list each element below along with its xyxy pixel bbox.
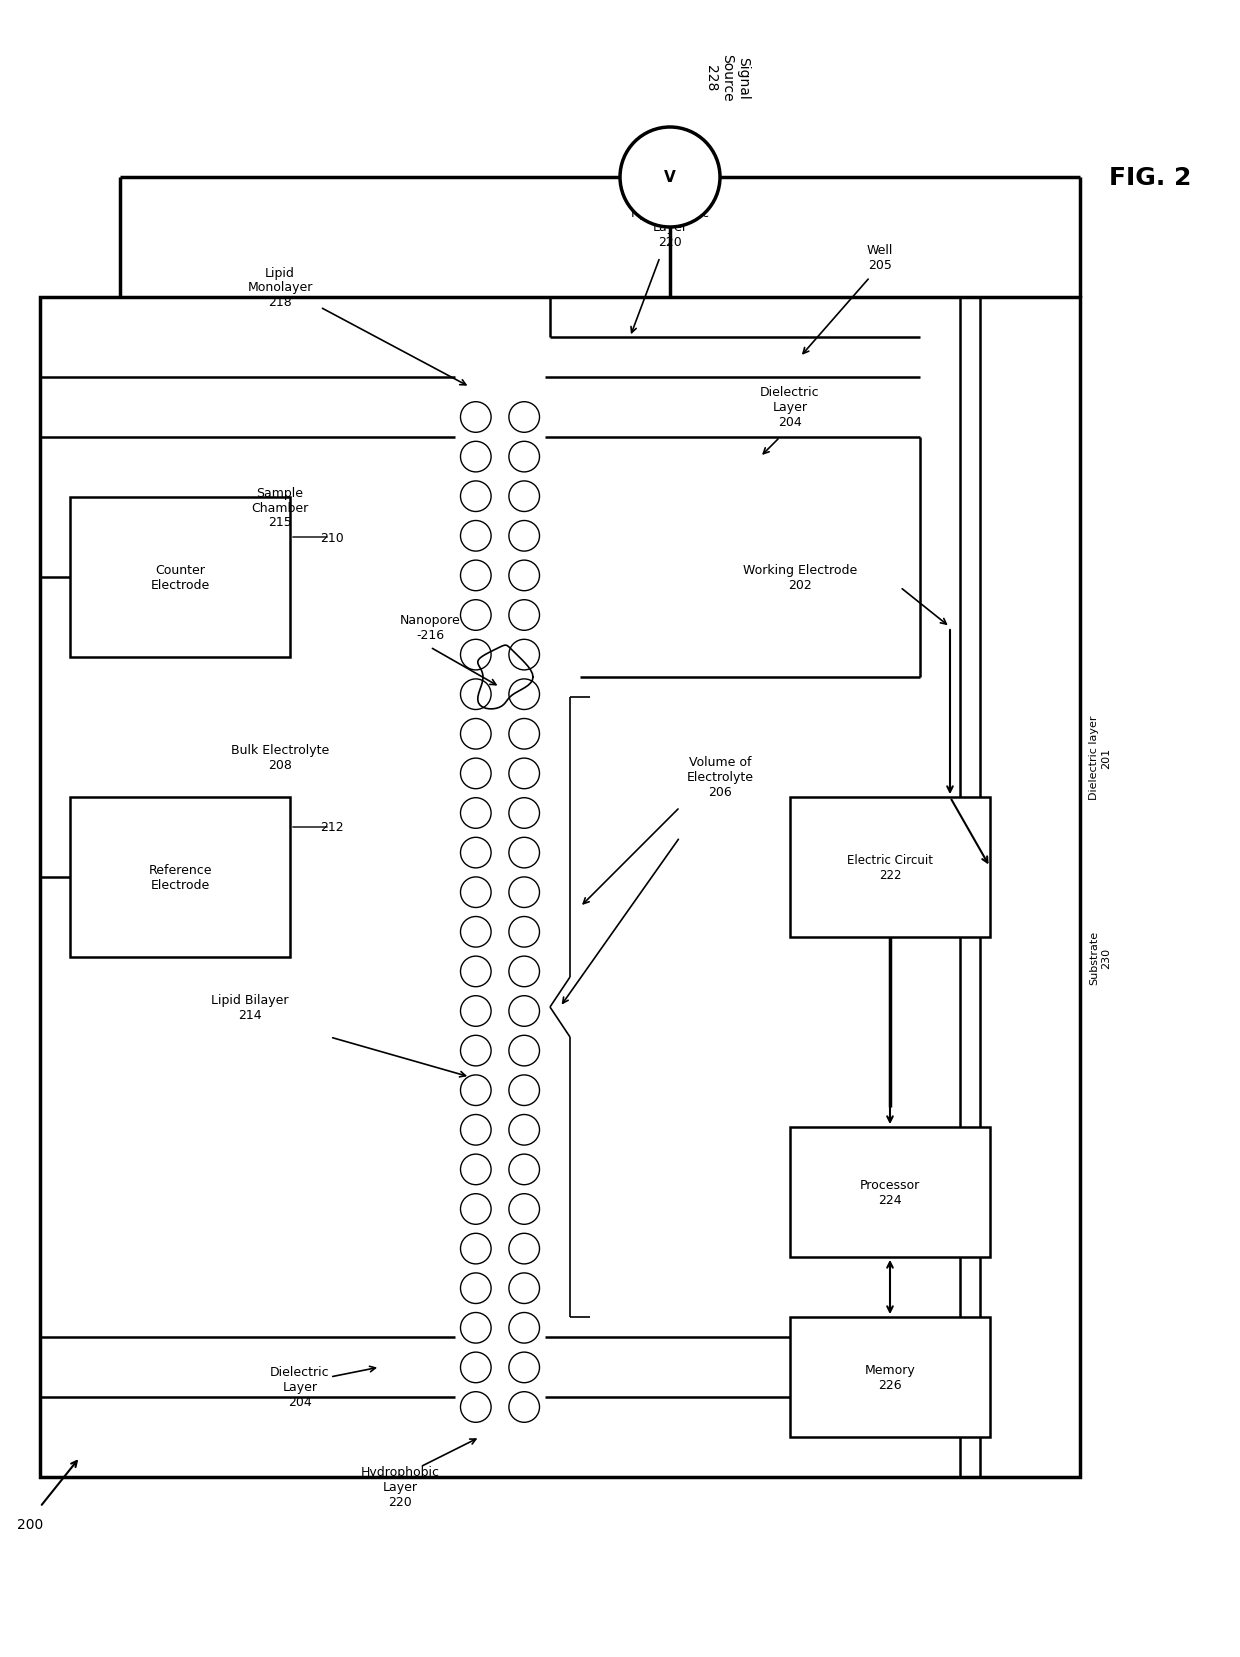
Text: Dielectric
Layer
204: Dielectric Layer 204	[760, 386, 820, 429]
Text: V: V	[665, 171, 676, 186]
FancyBboxPatch shape	[790, 797, 990, 938]
FancyBboxPatch shape	[790, 1127, 990, 1258]
Text: Sample
Chamber
215: Sample Chamber 215	[252, 486, 309, 529]
Text: Well
205: Well 205	[867, 244, 893, 272]
Text: Volume of
Electrolyte
206: Volume of Electrolyte 206	[687, 756, 754, 799]
Text: Lipid Bilayer
214: Lipid Bilayer 214	[211, 994, 289, 1021]
Text: Dielectric
Layer
204: Dielectric Layer 204	[270, 1365, 330, 1408]
Text: Counter
Electrode: Counter Electrode	[150, 563, 210, 592]
Text: Dielectric layer
201: Dielectric layer 201	[1089, 716, 1111, 800]
Text: Memory
226: Memory 226	[864, 1364, 915, 1392]
Text: 210: 210	[320, 532, 343, 543]
Text: 200: 200	[17, 1518, 43, 1531]
Text: Reference
Electrode: Reference Electrode	[149, 863, 212, 891]
Text: Nanopore
-216: Nanopore -216	[401, 613, 461, 641]
FancyBboxPatch shape	[790, 1317, 990, 1437]
Text: Substrate
230: Substrate 230	[1089, 930, 1111, 984]
FancyBboxPatch shape	[40, 298, 1080, 1476]
Text: FIG. 2: FIG. 2	[1109, 166, 1192, 191]
Text: Electric Circuit
222: Electric Circuit 222	[847, 853, 932, 882]
Text: Signal
Source
228: Signal Source 228	[703, 55, 750, 101]
Circle shape	[620, 128, 720, 229]
FancyBboxPatch shape	[69, 497, 290, 658]
Text: Bulk Electrolyte
208: Bulk Electrolyte 208	[231, 744, 329, 772]
Text: Working Electrode
202: Working Electrode 202	[743, 563, 857, 592]
Text: 212: 212	[320, 820, 343, 833]
FancyBboxPatch shape	[69, 797, 290, 958]
Text: Hydrophobic
Layer
220: Hydrophobic Layer 220	[361, 1465, 439, 1508]
Text: Lipid
Monolayer
218: Lipid Monolayer 218	[247, 267, 312, 310]
Text: Hydrophobic
Layer
220: Hydrophobic Layer 220	[630, 207, 709, 249]
Text: Processor
224: Processor 224	[859, 1178, 920, 1206]
